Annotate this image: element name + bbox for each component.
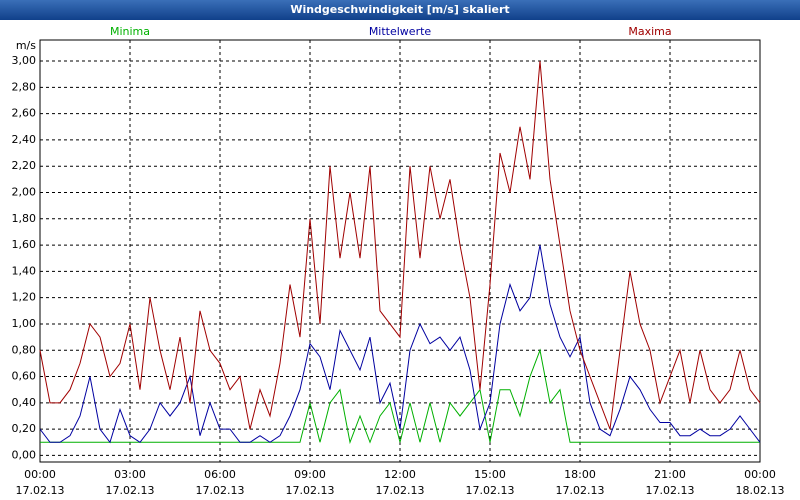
y-tick-label: 2,00 <box>12 185 37 198</box>
y-tick-label: 3,00 <box>12 54 37 67</box>
x-tick-date: 18.02.13 <box>736 484 785 497</box>
x-tick-label: 09:00 <box>294 468 326 481</box>
y-tick-label: 1,20 <box>12 291 37 304</box>
x-tick-date: 17.02.13 <box>466 484 515 497</box>
x-tick-date: 17.02.13 <box>556 484 605 497</box>
y-tick-label: 0,20 <box>12 422 37 435</box>
x-tick-label: 15:00 <box>474 468 506 481</box>
y-tick-label: 1,40 <box>12 264 37 277</box>
x-tick-date: 17.02.13 <box>286 484 335 497</box>
y-tick-label: 1,80 <box>12 212 37 225</box>
x-tick-date: 17.02.13 <box>646 484 695 497</box>
y-unit: m/s <box>16 39 36 52</box>
series-line <box>40 348 760 445</box>
series-line <box>39 244 761 444</box>
y-tick-label: 0,60 <box>12 370 37 383</box>
y-tick-label: 0,80 <box>12 343 37 356</box>
x-tick-label: 00:00 <box>24 468 56 481</box>
x-tick-label: 00:00 <box>744 468 776 481</box>
y-tick-label: 0,00 <box>12 448 37 461</box>
x-tick-date: 17.02.13 <box>106 484 155 497</box>
title-bar <box>0 0 800 20</box>
legend-entry: Mittelwerte <box>369 25 432 38</box>
chart-title: Windgeschwindigkeit [m/s] skaliert <box>290 3 509 16</box>
legend-entry: Maxima <box>628 25 671 38</box>
x-tick-date: 17.02.13 <box>376 484 425 497</box>
x-tick-date: 17.02.13 <box>196 484 245 497</box>
x-tick-label: 03:00 <box>114 468 146 481</box>
y-tick-label: 2,40 <box>12 133 37 146</box>
x-tick-label: 18:00 <box>564 468 596 481</box>
x-tick-label: 21:00 <box>654 468 686 481</box>
y-tick-label: 2,80 <box>12 80 37 93</box>
series-line <box>39 60 761 430</box>
y-tick-label: 2,20 <box>12 159 37 172</box>
x-tick-label: 06:00 <box>204 468 236 481</box>
y-tick-label: 1,00 <box>12 317 37 330</box>
x-tick-label: 12:00 <box>384 468 416 481</box>
x-tick-date: 17.02.13 <box>16 484 65 497</box>
y-tick-label: 0,40 <box>12 396 37 409</box>
y-tick-label: 2,60 <box>12 107 37 120</box>
legend-entry: Minima <box>110 25 150 38</box>
y-tick-label: 1,60 <box>12 238 37 251</box>
